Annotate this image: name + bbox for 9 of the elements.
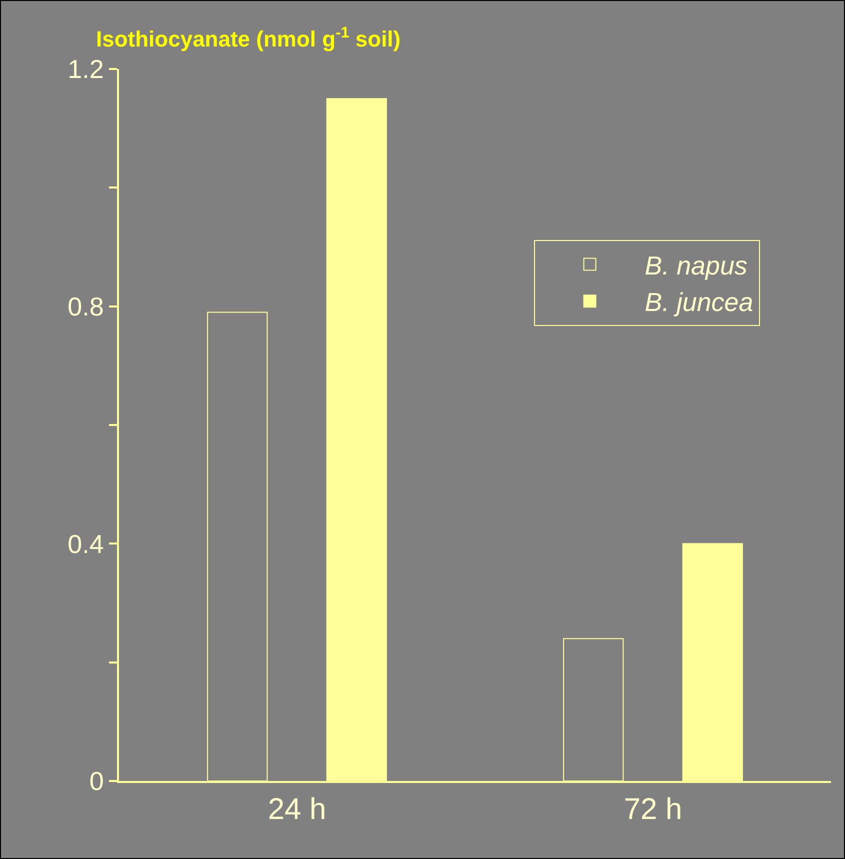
legend-label: B. napus <box>644 250 748 280</box>
y-tick-label: 0.4 <box>68 528 104 559</box>
chart-title: Isothiocyanate (nmol g$^{-1}$ soil) <box>96 24 401 52</box>
x-tick-label: 24 h <box>268 793 326 826</box>
y-tick-label: 1.2 <box>68 54 104 84</box>
y-tick-label: 0.8 <box>68 291 104 322</box>
legend-label: B. juncea <box>644 287 754 318</box>
x-tick-label: 72 h <box>624 793 682 826</box>
y-tick-label: 0 <box>89 766 104 796</box>
